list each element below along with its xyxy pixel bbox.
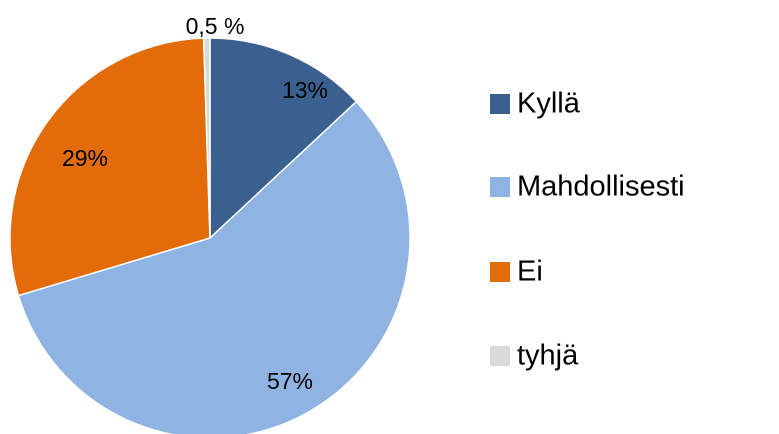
legend-label: Kyllä [517, 88, 581, 120]
pie-slice [202, 37, 211, 239]
legend-swatch [490, 346, 510, 366]
pie-slice [9, 37, 211, 297]
legend-swatch [490, 94, 510, 114]
legend-label: Ei [517, 256, 543, 288]
legend-swatch [490, 177, 510, 197]
pie-slice [17, 100, 411, 434]
pie-slice [209, 37, 358, 240]
legend-swatch [490, 262, 510, 282]
data-label: 13% [282, 77, 328, 103]
data-label: 57% [267, 368, 313, 394]
legend-label: tyhjä [517, 340, 579, 372]
data-label: 0,5 % [186, 13, 245, 39]
data-label: 29% [62, 145, 108, 171]
legend-label: Mahdollisesti [517, 171, 685, 203]
